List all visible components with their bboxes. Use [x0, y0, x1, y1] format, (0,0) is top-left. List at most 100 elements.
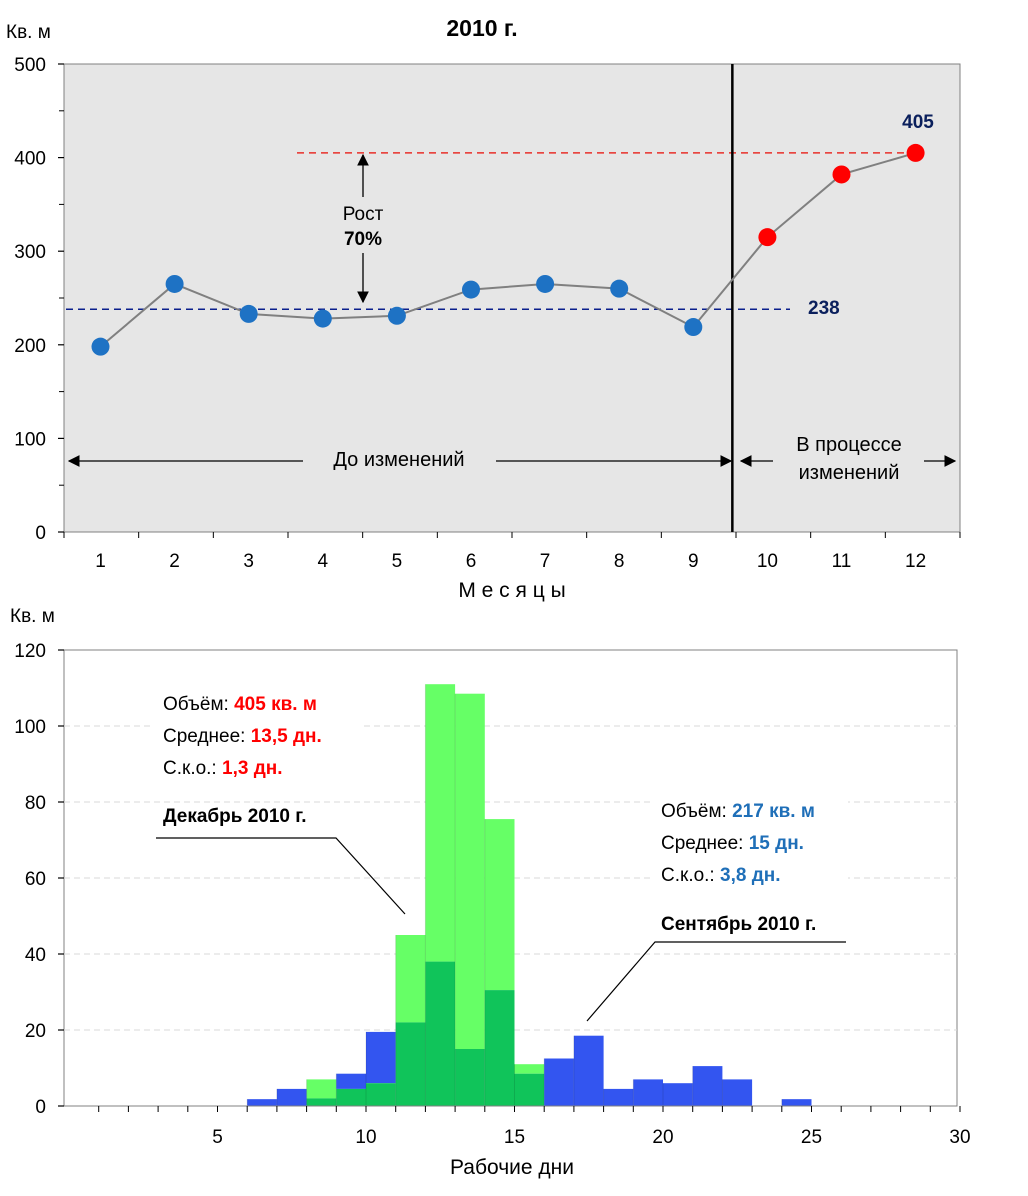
x-tick-label: 11 — [832, 551, 852, 572]
december-mean: Среднее: 13,5 дн. — [163, 726, 322, 747]
september-bar — [336, 1073, 366, 1089]
september-bar — [573, 1035, 604, 1106]
y-tick-label: 300 — [14, 242, 46, 263]
overlap-bar — [455, 1049, 485, 1106]
september-leader-line — [586, 941, 846, 1022]
y-axis-label: Кв. м — [10, 606, 55, 627]
september-bar — [603, 1088, 634, 1106]
x-tick-label: 2 — [169, 551, 180, 572]
overlap-bar — [425, 961, 456, 1106]
data-point — [610, 279, 629, 298]
y-tick-label: 100 — [14, 717, 46, 738]
x-tick-label: 4 — [318, 551, 329, 572]
data-point — [239, 304, 258, 323]
overlap-bar — [514, 1073, 545, 1106]
period-during-label-2: изменений — [799, 462, 900, 484]
x-tick-labels: 5 10 15 20 25 30 — [64, 1105, 971, 1148]
y-tick-label: 0 — [35, 1097, 46, 1118]
bars — [246, 684, 812, 1106]
overlap-bar — [336, 1088, 366, 1106]
x-tick-label: 3 — [243, 551, 254, 572]
data-point — [165, 274, 184, 293]
x-tick-label: 5 — [212, 1127, 223, 1148]
september-bar — [544, 1058, 574, 1106]
max-label: 405 — [902, 112, 934, 133]
september-bar — [722, 1079, 753, 1106]
december-volume: Объём: 405 кв. м — [163, 694, 317, 715]
data-point — [684, 318, 703, 337]
y-tick-label: 0 — [35, 523, 46, 544]
x-tick-label: 15 — [504, 1127, 525, 1148]
growth-label: Рост — [343, 204, 384, 225]
x-tick-label: 6 — [466, 551, 477, 572]
x-tick-label: 7 — [540, 551, 551, 572]
december-bar — [306, 1079, 337, 1099]
y-tick-label: 120 — [14, 641, 46, 662]
y-tick-label: 20 — [25, 1021, 46, 1042]
data-point — [758, 228, 777, 247]
x-tick-label: 9 — [688, 551, 699, 572]
x-tick-label: 8 — [614, 551, 625, 572]
september-mean: Среднее: 15 дн. — [661, 833, 804, 854]
plot-marks — [66, 64, 925, 532]
plot-area — [63, 63, 961, 533]
x-tick-label: 5 — [392, 551, 403, 572]
growth-percent: 70% — [344, 229, 382, 250]
monthly-volume-chart: 2010 г. Кв. м М е с я ц ы 0 100 200 300 400 5… — [6, 15, 961, 602]
data-point — [91, 337, 110, 356]
december-bar — [455, 693, 485, 1049]
x-tick-label: 25 — [801, 1127, 822, 1148]
x-tick-label: 20 — [652, 1127, 673, 1148]
data-point — [536, 274, 555, 293]
histogram-chart: Кв. м Рабочие дни 0 20 40 60 80 100 120 5 10 15 2… — [10, 606, 971, 1179]
y-axis-label: Кв. м — [6, 22, 51, 43]
x-tick-label: 10 — [757, 551, 778, 572]
y-tick-label: 200 — [14, 336, 46, 357]
december-series-label: Декабрь 2010 г. — [163, 806, 307, 827]
september-bar — [633, 1079, 663, 1106]
december-bar — [395, 935, 426, 1023]
data-point — [387, 306, 406, 325]
september-bar — [366, 1031, 396, 1084]
september-bar — [247, 1099, 277, 1106]
december-stats-box — [152, 682, 362, 780]
september-bar — [276, 1088, 307, 1106]
december-sd: С.к.о.: 1,3 дн. — [163, 758, 283, 779]
december-leader-line — [156, 837, 406, 915]
september-series-label: Сентябрь 2010 г. — [661, 914, 816, 935]
data-point — [313, 309, 332, 328]
y-tick-label: 400 — [14, 149, 46, 170]
september-volume: Объём: 217 кв. м — [661, 801, 815, 822]
x-tick-label: 10 — [355, 1127, 376, 1148]
y-tick-label: 40 — [25, 945, 46, 966]
x-tick-labels: 1 2 3 4 5 6 7 8 9 10 11 12 — [63, 532, 961, 572]
period-during-label-1: В процессе — [796, 434, 901, 456]
y-tick-label: 80 — [25, 793, 46, 814]
series-line — [99, 151, 916, 348]
overlap-bar — [484, 990, 515, 1106]
y-tick-label: 100 — [14, 429, 46, 450]
september-bar — [663, 1083, 693, 1106]
overlap-bar — [366, 1083, 396, 1106]
september-stats-box — [650, 790, 848, 890]
x-tick-label: 1 — [95, 551, 106, 572]
data-point — [906, 143, 925, 162]
mean-label: 238 — [808, 298, 840, 319]
y-tick-labels: 0 100 200 300 400 500 — [14, 55, 64, 544]
overlap-bar — [306, 1098, 337, 1106]
overlap-bar — [395, 1022, 426, 1106]
september-sd: С.к.о.: 3,8 дн. — [661, 865, 781, 886]
y-tick-label: 60 — [25, 869, 46, 890]
september-bar — [692, 1066, 723, 1106]
data-point — [832, 165, 851, 184]
chart-title: 2010 г. — [446, 15, 517, 41]
december-bar — [425, 684, 456, 962]
y-tick-label: 500 — [14, 55, 46, 76]
december-bar — [484, 819, 515, 991]
x-tick-label: 12 — [905, 551, 926, 572]
x-axis-label: М е с я ц ы — [458, 579, 565, 602]
december-bar — [514, 1064, 545, 1074]
x-tick-label: 30 — [949, 1127, 970, 1148]
period-before-label: До изменений — [333, 449, 464, 471]
